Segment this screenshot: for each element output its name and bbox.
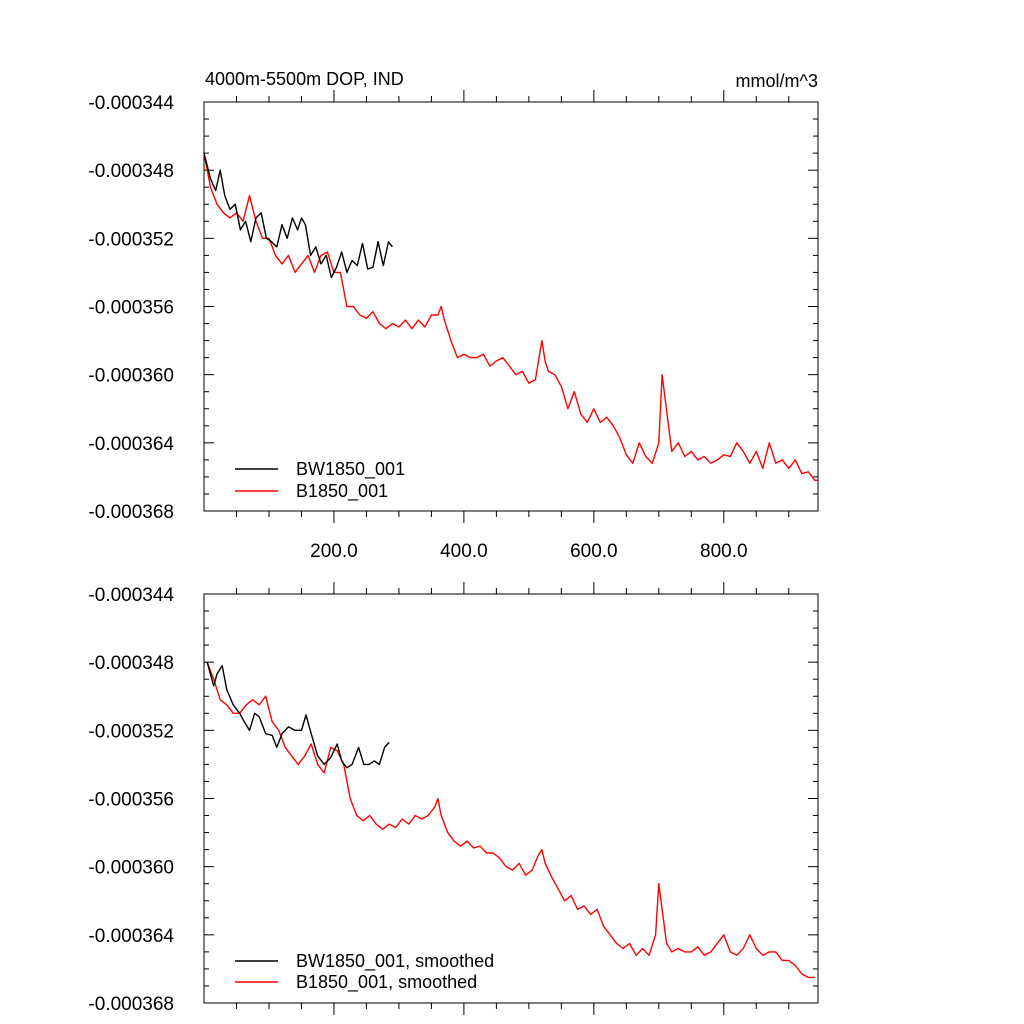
series-line-bw1850-001-smoothed <box>206 662 390 769</box>
legend-label: B1850_001 <box>296 481 388 502</box>
plot-frame <box>203 101 819 512</box>
x-tick-label: 600.0 <box>570 541 618 562</box>
y-tick-label: -0.000360 <box>88 366 174 387</box>
y-tick-label: -0.000368 <box>88 502 174 523</box>
legend-label: B1850_001, smoothed <box>296 972 477 993</box>
y-tick-label: -0.000344 <box>88 93 174 114</box>
chart-units: mmol/m^3 <box>736 71 818 91</box>
chart-title: 4000m-5500m DOP, IND <box>205 69 404 89</box>
x-tick-label: 200.0 <box>310 541 358 562</box>
y-tick-label: -0.000356 <box>88 790 174 811</box>
y-tick-label: -0.000348 <box>88 653 174 674</box>
legend-label: BW1850_001 <box>296 459 405 480</box>
legend-label: BW1850_001, smoothed <box>296 951 494 972</box>
y-tick-label: -0.000352 <box>88 229 174 250</box>
y-tick-label: -0.000360 <box>88 858 174 879</box>
y-tick-label: -0.000364 <box>88 434 174 455</box>
series-line-b1850-001 <box>203 152 818 481</box>
y-tick-label: -0.000348 <box>88 161 174 182</box>
x-tick-label: 800.0 <box>700 541 748 562</box>
y-tick-label: -0.000344 <box>88 585 174 606</box>
x-tick-label: 400.0 <box>440 541 488 562</box>
top-panel: -0.000344 -0.000348 -0.000352 -0.000356 -0.0… <box>88 90 819 562</box>
bottom-panel: -0.000344 -0.000348 -0.000352 -0.000356 -0.0… <box>88 582 819 1015</box>
series-line-bw1850-001 <box>203 152 393 279</box>
y-tick-label: -0.000368 <box>88 994 174 1015</box>
y-tick-label: -0.000356 <box>88 298 174 319</box>
series-line-b1850-001-smoothed <box>206 661 815 979</box>
y-tick-label: -0.000364 <box>88 926 174 947</box>
y-tick-label: -0.000352 <box>88 721 174 742</box>
